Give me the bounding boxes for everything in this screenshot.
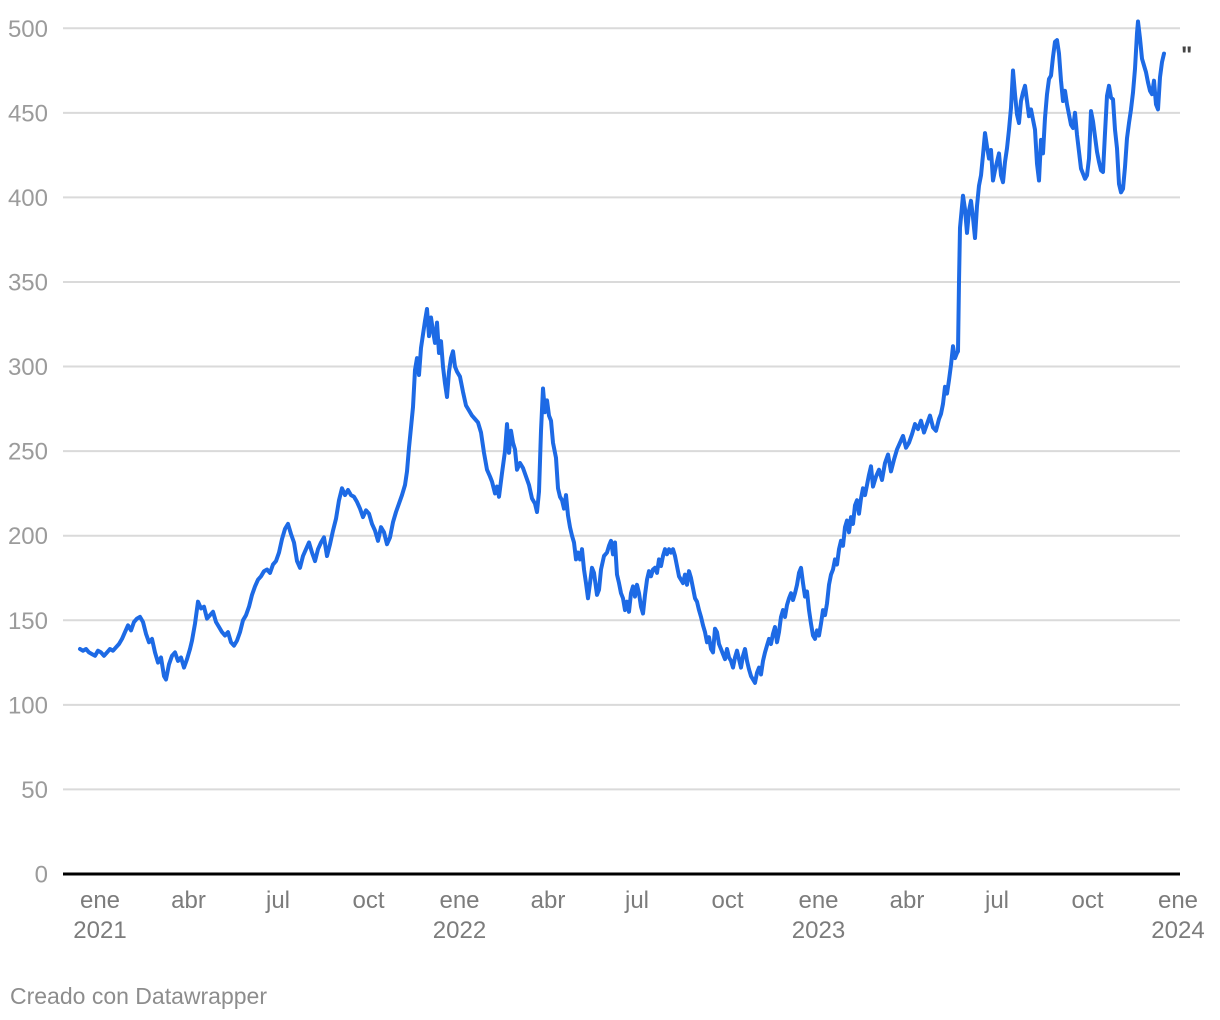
y-axis-tick-label: 100 [8, 692, 48, 719]
x-axis-year-label: 2021 [73, 917, 126, 944]
x-axis-month-label: abr [531, 887, 566, 914]
x-axis-month-label: oct [352, 887, 384, 914]
x-axis-month-label: ene [80, 887, 120, 914]
x-axis-month-label: ene [1158, 887, 1198, 914]
price-line-series [78, 19, 1166, 685]
annotation-quote-mark: " [1181, 42, 1192, 69]
y-axis-tick-label: 500 [8, 16, 48, 43]
x-axis-month-label: jul [265, 887, 290, 914]
line-chart: 0 50 100 150 200 250 300 350 400 450 500 ene 2021 ab… [8, 16, 1205, 944]
x-axis-year-label: 2023 [792, 917, 845, 944]
y-axis-tick-label: 400 [8, 185, 48, 212]
x-axis-year-label: 2022 [433, 917, 486, 944]
y-axis-tick-label: 200 [8, 523, 48, 550]
x-axis-month-label: jul [624, 887, 649, 914]
x-axis-month-label: ene [798, 887, 838, 914]
x-axis-month-label: abr [171, 887, 206, 914]
y-axis-tick-label: 150 [8, 608, 48, 635]
y-axis-tick-label: 350 [8, 269, 48, 296]
x-axis-month-label: oct [711, 887, 743, 914]
x-axis-year-label: 2024 [1151, 917, 1204, 944]
attribution-text: Creado con Datawrapper [10, 983, 267, 1009]
y-axis-tick-label: 250 [8, 439, 48, 466]
y-axis-labels: 0 50 100 150 200 250 300 350 400 450 500 [8, 16, 48, 889]
x-axis-labels: ene 2021 abr jul oct ene 2022 abr jul oct ene 2023 a… [73, 887, 1204, 944]
y-axis-tick-label: 450 [8, 100, 48, 127]
y-axis-tick-label: 300 [8, 354, 48, 381]
x-axis-month-label: jul [984, 887, 1009, 914]
x-axis-month-label: ene [439, 887, 479, 914]
y-axis-tick-label: 50 [21, 777, 48, 804]
x-axis-month-label: abr [890, 887, 925, 914]
y-gridlines [63, 27, 1180, 791]
y-axis-tick-label: 0 [35, 862, 48, 889]
x-axis-month-label: oct [1071, 887, 1103, 914]
